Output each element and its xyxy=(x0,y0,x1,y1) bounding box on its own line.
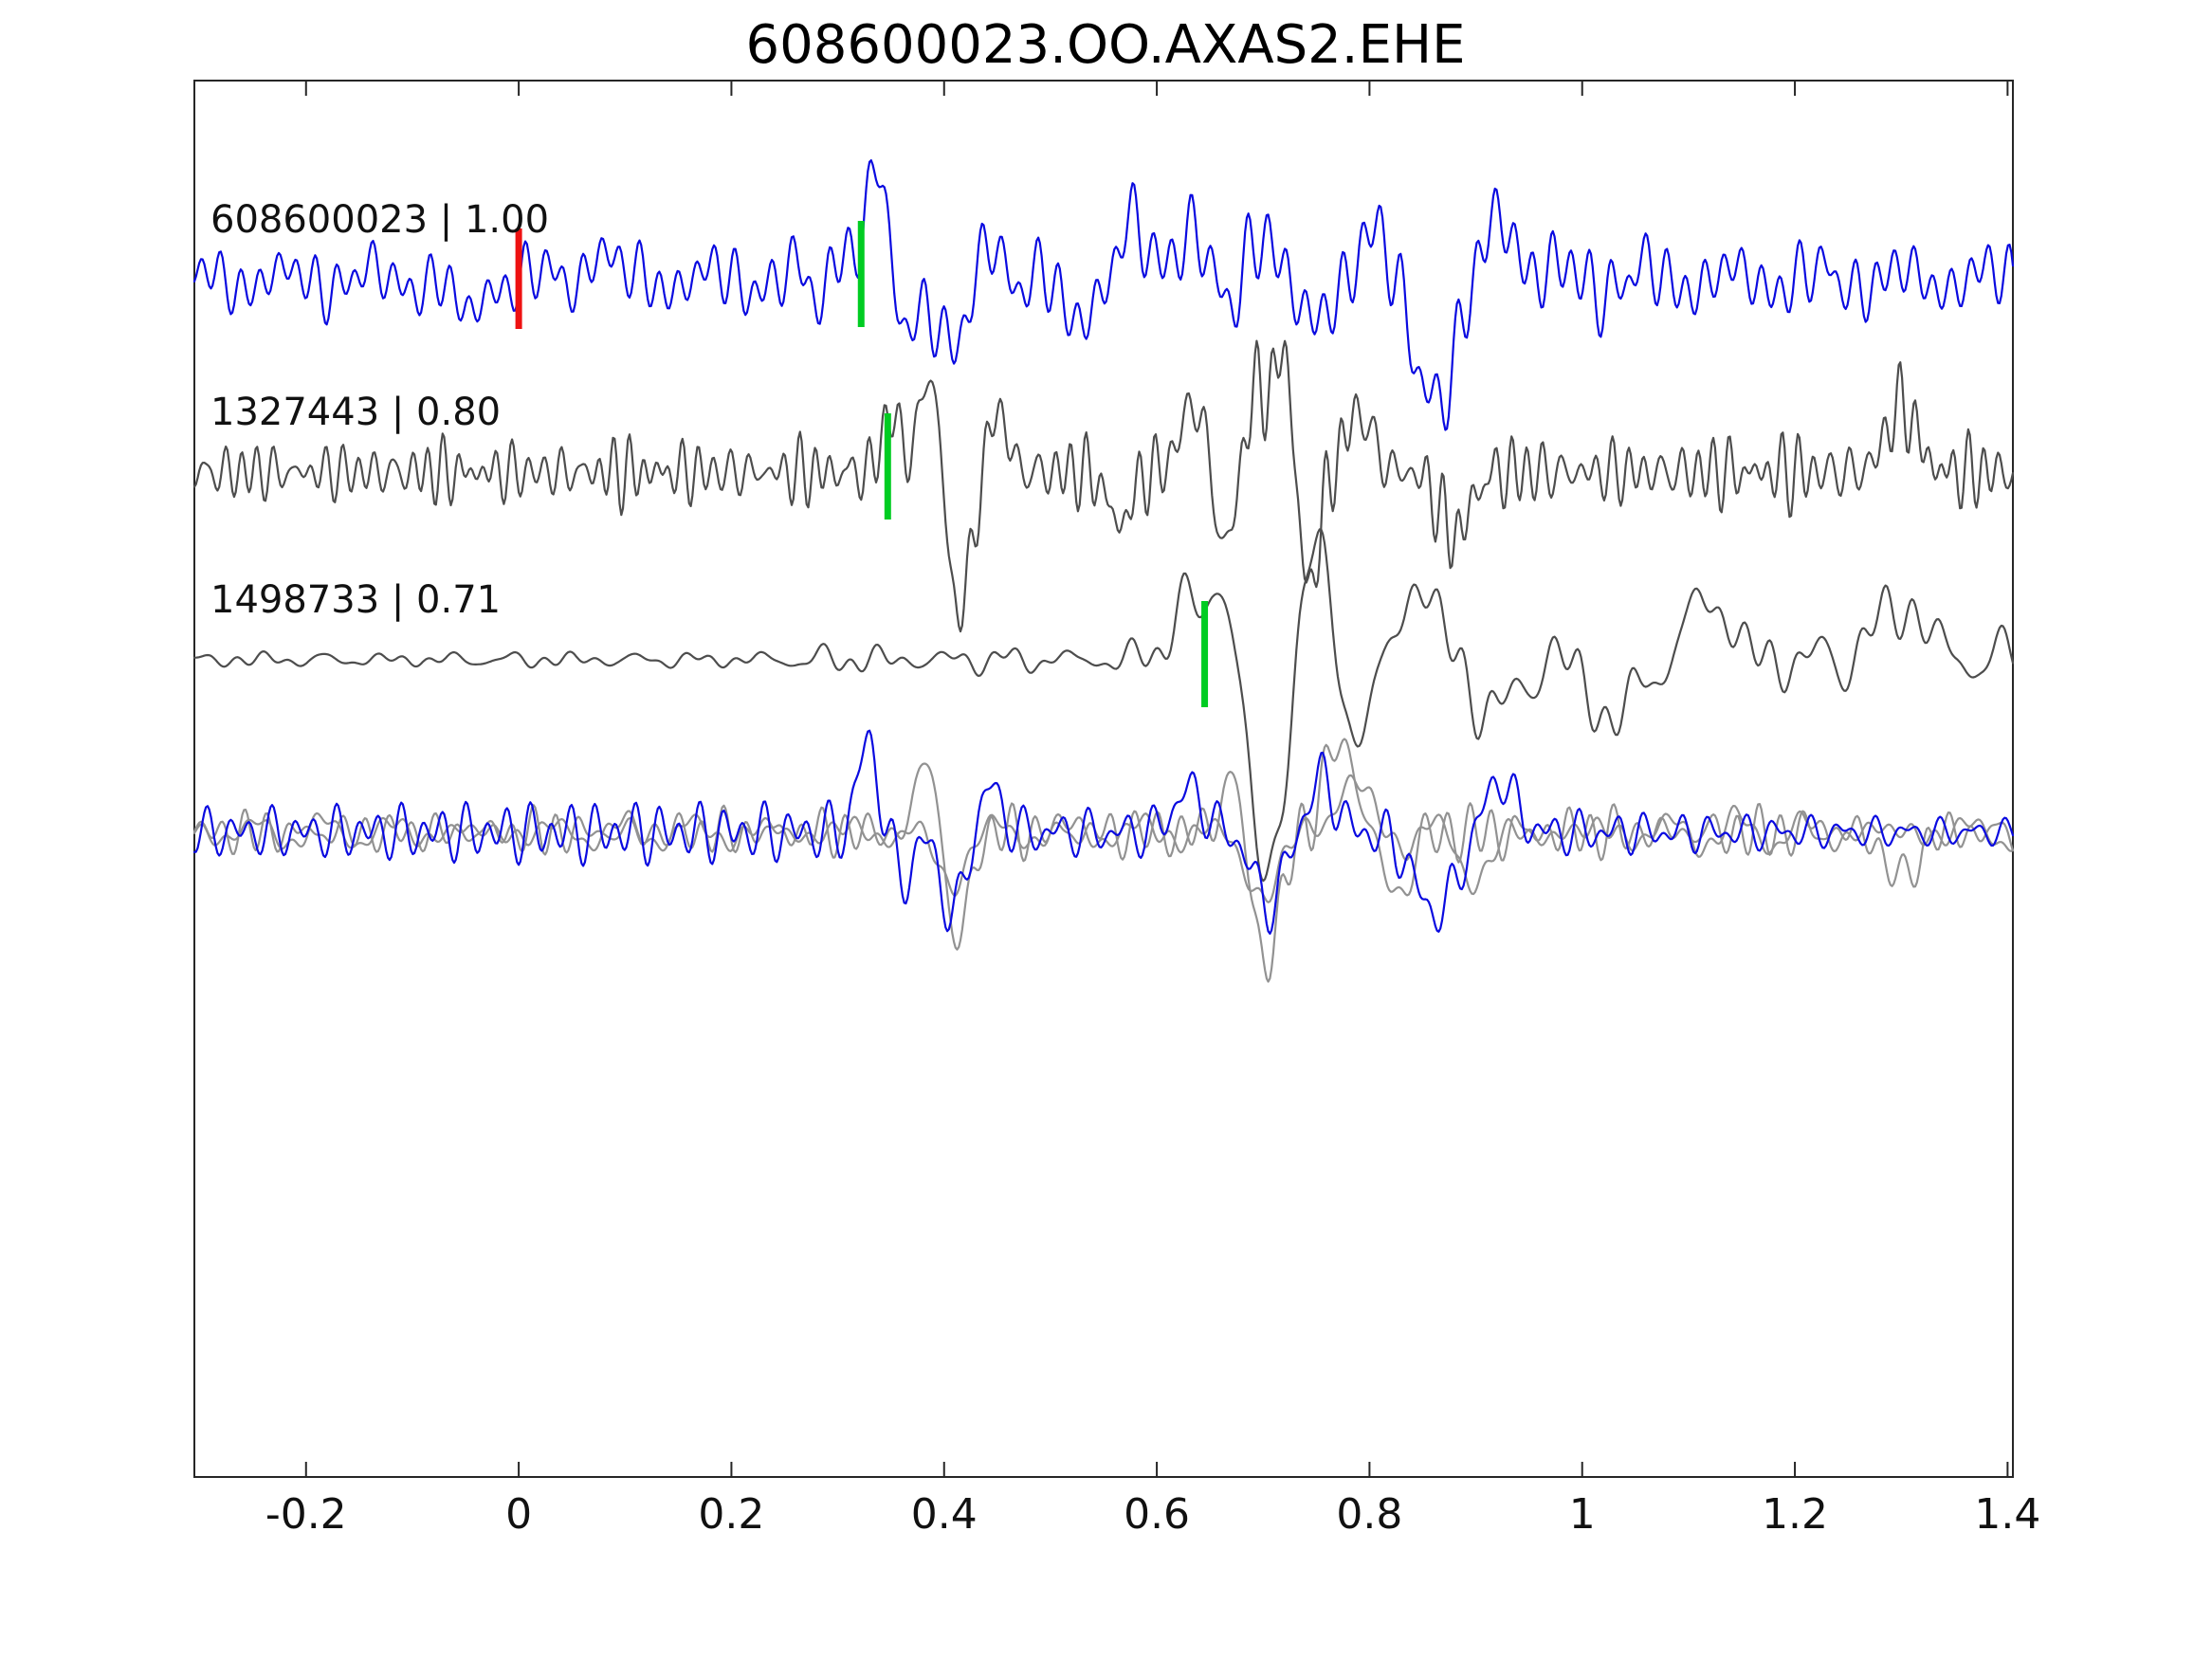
axis-box xyxy=(193,80,2014,1478)
x-tick-label: 1.4 xyxy=(1974,1490,2040,1539)
figure-title: 608600023.OO.AXAS2.EHE xyxy=(746,14,1466,76)
waveform-aligned-overlay-1 xyxy=(192,738,2015,983)
x-tick-label: 0 xyxy=(505,1490,532,1539)
waveform-aligned-overlay-0 xyxy=(192,774,2015,903)
waveform-template-608600023 xyxy=(192,159,2015,431)
trace-label: 1498733 | 0.71 xyxy=(210,578,501,622)
waveform-aligned-overlay-2 xyxy=(192,729,2015,936)
trace-label: 1327443 | 0.80 xyxy=(210,391,501,434)
waveform-candidate-1498733 xyxy=(192,528,2015,883)
waveform-candidate-1327443 xyxy=(192,339,2015,633)
x-tick-label: 1 xyxy=(1569,1490,1596,1539)
plot-content: -0.2 0 0.2 0.4 0.6 0.8 1 1.2 1.4 608600023 | 1.00… xyxy=(192,80,2040,1539)
trace-label: 608600023 | 1.00 xyxy=(210,198,549,242)
x-tick-label: 1.2 xyxy=(1762,1490,1828,1539)
x-tick-label: 0.2 xyxy=(698,1490,764,1539)
x-tick-label: 0.4 xyxy=(911,1490,978,1539)
x-tick-label: -0.2 xyxy=(265,1490,347,1539)
x-tick-label: 0.6 xyxy=(1124,1490,1190,1539)
x-tick-label: 0.8 xyxy=(1336,1490,1402,1539)
